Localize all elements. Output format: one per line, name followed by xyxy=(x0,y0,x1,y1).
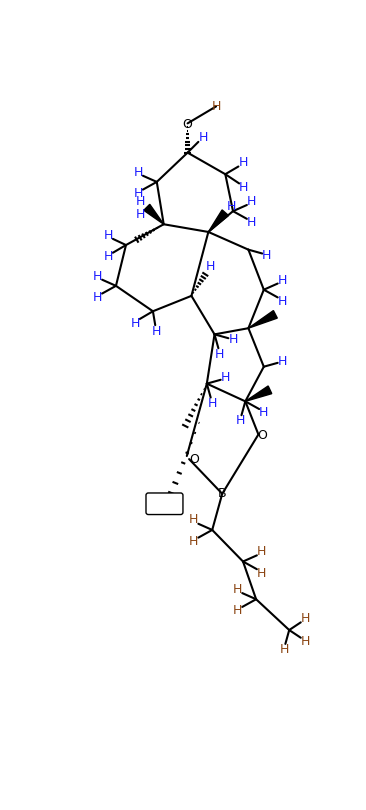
Polygon shape xyxy=(245,386,272,401)
Text: B: B xyxy=(218,488,227,501)
Text: H: H xyxy=(228,333,238,346)
FancyBboxPatch shape xyxy=(146,493,183,514)
Text: H: H xyxy=(212,100,221,113)
Text: H: H xyxy=(277,274,287,287)
Text: H: H xyxy=(233,604,242,617)
Text: H: H xyxy=(301,612,310,625)
Polygon shape xyxy=(208,210,228,232)
Text: H: H xyxy=(238,156,248,169)
Text: H: H xyxy=(236,414,245,427)
Text: H: H xyxy=(233,582,242,595)
Text: H: H xyxy=(208,397,217,410)
Text: H: H xyxy=(136,195,145,208)
Text: H: H xyxy=(221,371,230,384)
Text: H: H xyxy=(214,347,224,361)
Text: H: H xyxy=(206,260,215,273)
Text: H: H xyxy=(151,325,161,338)
Text: H: H xyxy=(280,643,289,656)
Text: H: H xyxy=(136,207,145,221)
Text: H: H xyxy=(257,545,266,558)
Text: H: H xyxy=(198,130,208,143)
Text: O: O xyxy=(257,428,267,441)
Text: H: H xyxy=(239,181,249,194)
Text: H: H xyxy=(131,317,140,330)
Text: H: H xyxy=(93,270,102,284)
Text: H: H xyxy=(104,250,113,263)
Text: H: H xyxy=(257,566,266,580)
Text: H: H xyxy=(189,535,198,548)
Text: H: H xyxy=(247,216,256,229)
Text: H: H xyxy=(93,291,102,304)
Polygon shape xyxy=(249,310,277,328)
Text: H: H xyxy=(277,295,287,308)
Text: Abs: Abs xyxy=(154,497,175,510)
Text: H: H xyxy=(301,635,310,648)
Text: H: H xyxy=(262,249,272,262)
Text: H: H xyxy=(134,187,143,200)
Polygon shape xyxy=(144,204,164,224)
Text: H: H xyxy=(259,407,269,420)
Text: O: O xyxy=(189,454,199,467)
Text: H: H xyxy=(134,166,143,179)
Text: H: H xyxy=(277,355,287,368)
Text: H: H xyxy=(227,200,236,213)
Text: H: H xyxy=(189,514,198,526)
Text: O: O xyxy=(182,117,192,130)
Text: H: H xyxy=(247,195,256,208)
Text: H: H xyxy=(104,229,113,242)
